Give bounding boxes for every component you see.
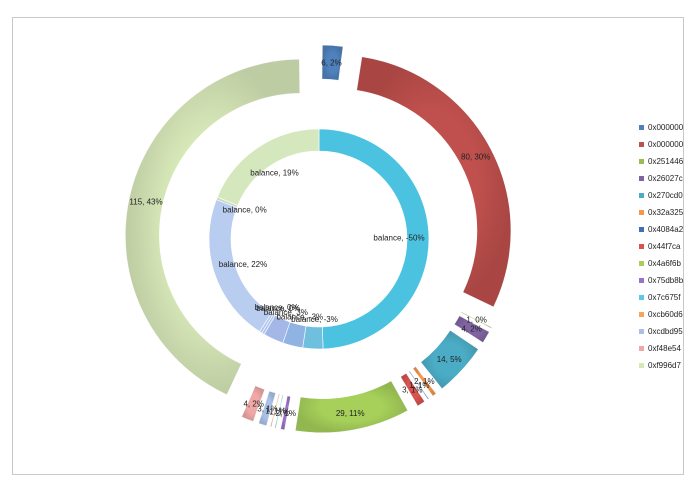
outer-slice-shade-7 bbox=[400, 373, 425, 406]
legend-entry-12: 0xcdbd95 bbox=[648, 327, 683, 336]
inner-label-8: balance, 19% bbox=[250, 169, 298, 178]
legend-entry-0: 0x000000 bbox=[648, 123, 684, 132]
legend-swatch-13 bbox=[639, 346, 644, 351]
legend-swatch-0 bbox=[639, 125, 644, 130]
legend-entry-4: 0x270cd0 bbox=[648, 191, 683, 200]
outer-slice-shade-10 bbox=[274, 394, 284, 429]
legend-entry-7: 0x44f7ca bbox=[648, 242, 681, 251]
legend-swatch-3 bbox=[639, 176, 644, 181]
legend-entry-9: 0x75db8b bbox=[648, 276, 684, 285]
outer-slice-shade-8 bbox=[295, 380, 408, 433]
outer-label-9: 2, 1% bbox=[276, 409, 296, 418]
legend-entry-5: 0x32a325 bbox=[648, 208, 684, 217]
outer-slice-shade-0 bbox=[321, 45, 344, 81]
legend-swatch-1 bbox=[639, 142, 644, 147]
outer-label-13: 4, 2% bbox=[243, 400, 263, 409]
legend-swatch-14 bbox=[639, 363, 644, 368]
inner-slice-8 bbox=[216, 128, 320, 206]
legend-swatch-8 bbox=[639, 261, 644, 266]
legend-entry-13: 0xf48e54 bbox=[648, 344, 681, 353]
outer-label-10: 1, 1% bbox=[269, 408, 289, 417]
legend-swatch-9 bbox=[639, 278, 644, 283]
legend-entry-1: 0x000000 bbox=[648, 140, 684, 149]
outer-slice-shade-5 bbox=[412, 366, 437, 397]
outer-label-7: 3, 1% bbox=[402, 385, 422, 394]
outer-slice-shade-1 bbox=[356, 56, 511, 307]
inner-slice-0 bbox=[318, 128, 430, 350]
inner-label-2: balance, -3% bbox=[276, 313, 323, 322]
outer-slice-shade-2 bbox=[461, 311, 492, 329]
outer-label-6: 1, 1% bbox=[409, 381, 429, 390]
outer-slice-shade-9 bbox=[280, 395, 291, 430]
legend-swatch-6 bbox=[639, 227, 644, 232]
inner-label-1: balance, -3% bbox=[291, 315, 338, 324]
inner-label-3: balance, 3% bbox=[264, 308, 308, 317]
outer-slice-shade-11 bbox=[270, 393, 280, 428]
outer-label-5: 2, 1% bbox=[414, 377, 434, 386]
legend-entry-6: 0x4084a2 bbox=[648, 225, 684, 234]
outer-label-3: 4, 2% bbox=[461, 325, 481, 334]
outer-label-0: 6, 2% bbox=[321, 58, 341, 67]
outer-slice-shade-3 bbox=[454, 315, 490, 343]
inner-label-7: balance, 0% bbox=[223, 205, 267, 214]
outer-label-14: 115, 43% bbox=[129, 198, 162, 207]
legend-swatch-11 bbox=[639, 312, 644, 317]
legend-swatch-2 bbox=[639, 159, 644, 164]
outer-label-2: 1, 0% bbox=[466, 316, 486, 325]
inner-label-6: balance, 22% bbox=[219, 260, 267, 269]
outer-ring bbox=[125, 44, 512, 433]
outer-label-1: 80, 30% bbox=[461, 153, 490, 162]
legend-entry-14: 0xf996d7 bbox=[648, 361, 681, 370]
inner-label-4: balance, 0% bbox=[256, 304, 300, 313]
outer-slice-shade-13 bbox=[241, 385, 265, 422]
inner-ring bbox=[208, 128, 430, 350]
outer-label-11: 1, 1% bbox=[265, 407, 285, 416]
legend-swatch-7 bbox=[639, 244, 644, 249]
outer-label-12: 3, 1% bbox=[257, 404, 277, 413]
legend-entry-11: 0xcb60d6 bbox=[648, 310, 683, 319]
legend-swatch-5 bbox=[639, 210, 644, 215]
outer-slice-shade-14 bbox=[125, 59, 300, 395]
legend-swatch-4 bbox=[639, 193, 644, 198]
legend-swatch-12 bbox=[639, 329, 644, 334]
inner-label-0: balance, -50% bbox=[373, 234, 424, 243]
outer-label-4: 14, 5% bbox=[437, 355, 462, 364]
inner-slice-1 bbox=[302, 325, 324, 350]
legend-entry-2: 0x251446 bbox=[648, 157, 684, 166]
legend-entry-3: 0x26027c bbox=[648, 174, 683, 183]
data-labels: 6, 2%80, 30%1, 0%4, 2%14, 5%2, 1%1, 1%3,… bbox=[129, 58, 490, 418]
outer-label-8: 29, 11% bbox=[336, 409, 365, 418]
outer-slice-shade-6 bbox=[408, 370, 429, 400]
legend: 0x000000 0x000000 0x251446 0x26027c 0x270cd0… bbox=[639, 123, 684, 370]
legend-entry-10: 0x7c675f bbox=[648, 293, 681, 302]
legend-entry-8: 0x4a6f6b bbox=[648, 259, 681, 268]
outer-slice-shade-12 bbox=[258, 391, 276, 426]
outer-slice-shade-4 bbox=[420, 330, 479, 389]
inner-label-5: balance, 0% bbox=[255, 303, 299, 312]
legend-swatch-10 bbox=[639, 295, 644, 300]
